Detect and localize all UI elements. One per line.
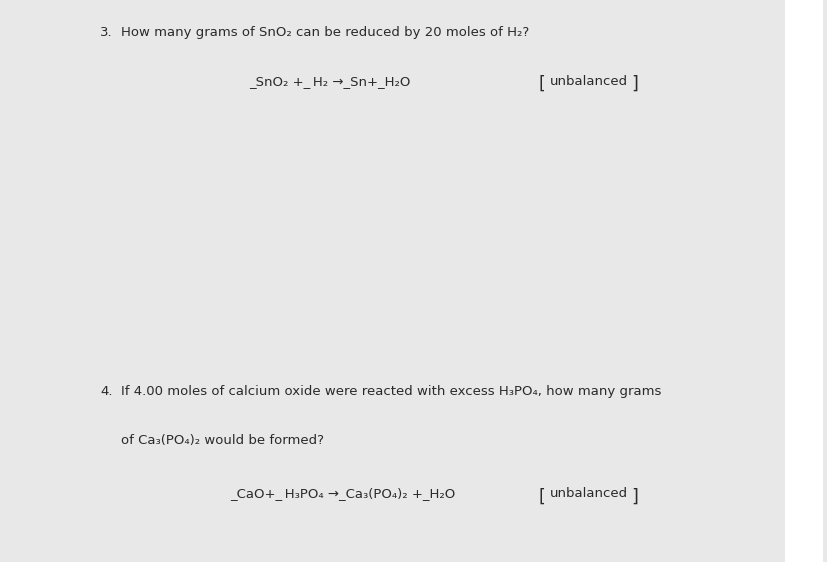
Text: _SnO₂ +_ H₂ →_Sn+_H₂O: _SnO₂ +_ H₂ →_Sn+_H₂O: [249, 75, 410, 88]
Text: ]: ]: [631, 487, 638, 505]
Text: _CaO+_ H₃PO₄ →_Ca₃(PO₄)₂ +_H₂O: _CaO+_ H₃PO₄ →_Ca₃(PO₄)₂ +_H₂O: [230, 487, 455, 500]
Text: [: [: [538, 487, 544, 505]
Text: ]: ]: [631, 75, 638, 93]
Text: 4.: 4.: [100, 385, 113, 398]
FancyBboxPatch shape: [784, 0, 822, 562]
Text: If 4.00 moles of calcium oxide were reacted with excess H₃PO₄, how many grams: If 4.00 moles of calcium oxide were reac…: [121, 385, 661, 398]
Text: 3.: 3.: [100, 26, 113, 39]
Text: of Ca₃(PO₄)₂ would be formed?: of Ca₃(PO₄)₂ would be formed?: [121, 434, 323, 447]
Text: unbalanced: unbalanced: [549, 75, 627, 88]
Text: [: [: [538, 75, 544, 93]
Text: unbalanced: unbalanced: [549, 487, 627, 500]
Text: How many grams of SnO₂ can be reduced by 20 moles of H₂?: How many grams of SnO₂ can be reduced by…: [121, 26, 528, 39]
